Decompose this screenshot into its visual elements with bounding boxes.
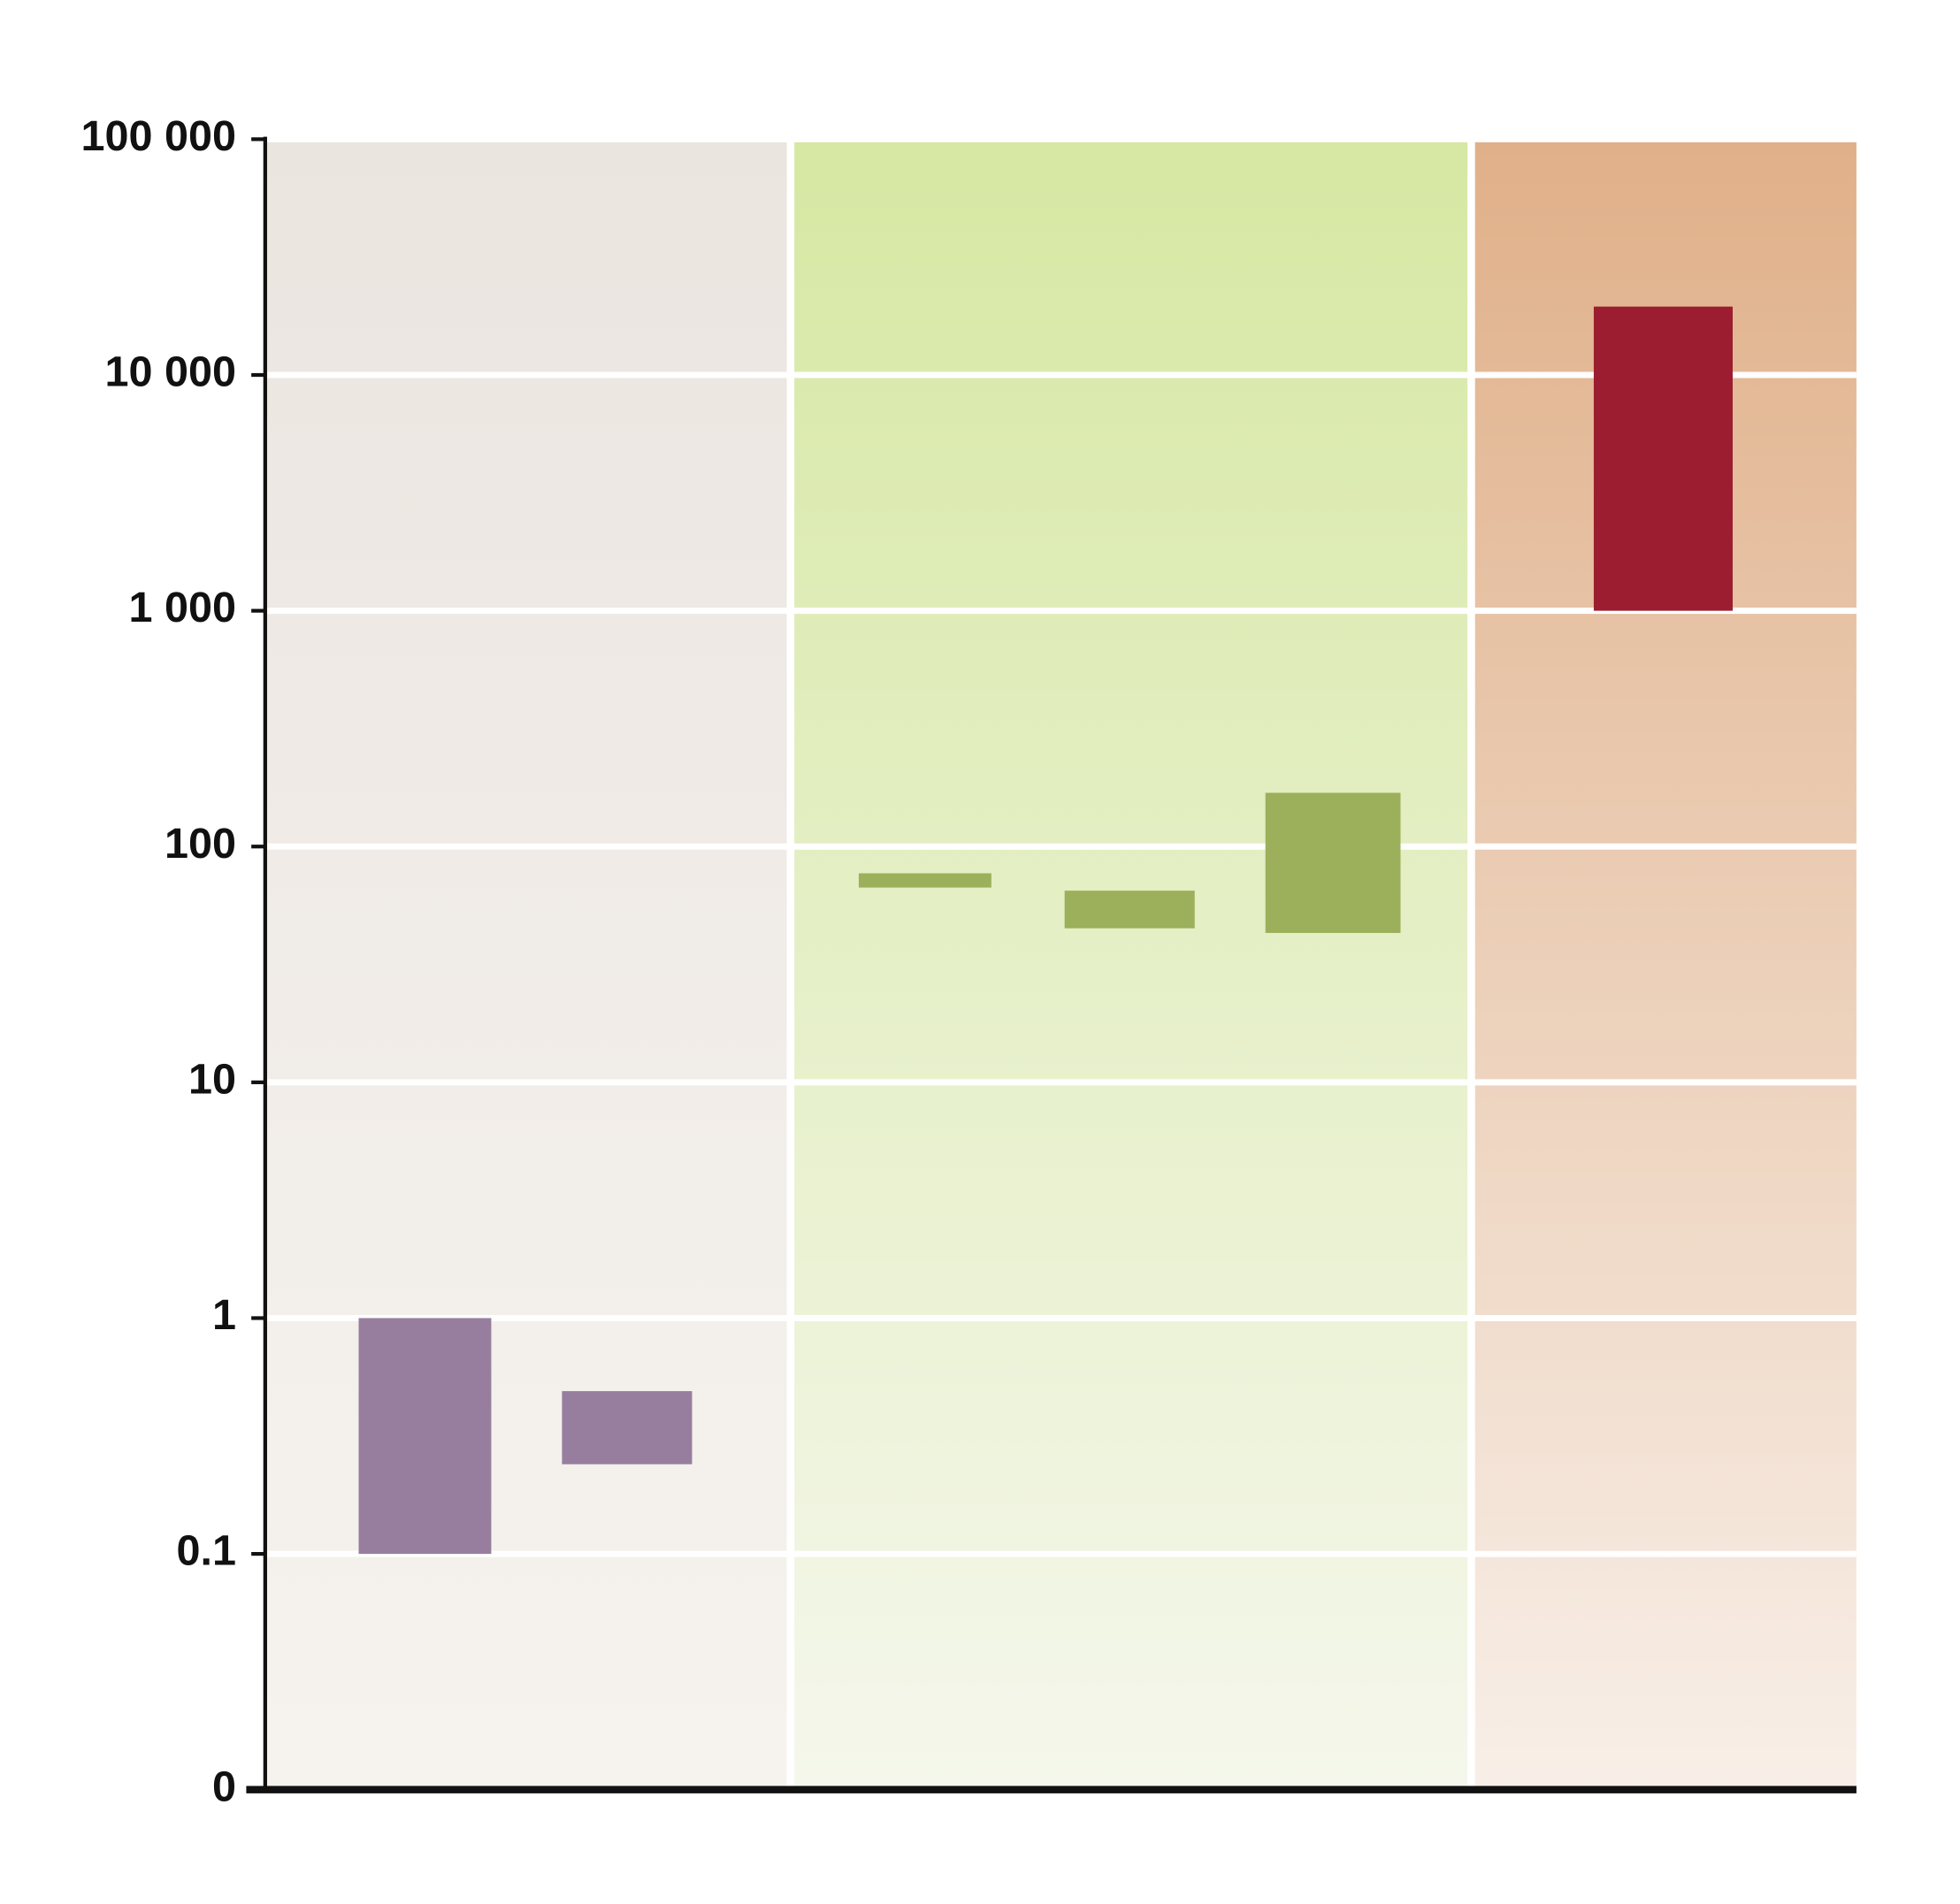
- y-tick-label: 0.1: [177, 1527, 236, 1575]
- y-tick-label: 0: [212, 1763, 236, 1811]
- range-bar: [1064, 891, 1195, 929]
- range-bar: [1265, 792, 1401, 933]
- range-bar: [358, 1318, 492, 1555]
- bars: [358, 306, 1733, 1555]
- grid: [264, 135, 1857, 1557]
- zone: [790, 139, 1472, 1790]
- axis: 0 0.1 1 10 100 1 000 10 000 100 000: [81, 112, 1857, 1810]
- range-bar: [562, 1391, 693, 1464]
- y-tick-label: 100: [165, 820, 236, 868]
- range-bar: [858, 873, 991, 888]
- y-tick-label: 1 000: [129, 585, 236, 632]
- range-bar: [1593, 306, 1733, 611]
- y-tick-label: 10: [188, 1056, 236, 1104]
- y-tick-label: 100 000: [81, 112, 236, 160]
- y-tick-label: 1: [212, 1291, 236, 1339]
- y-tick-label: 10 000: [105, 348, 236, 396]
- zone: [264, 139, 791, 1790]
